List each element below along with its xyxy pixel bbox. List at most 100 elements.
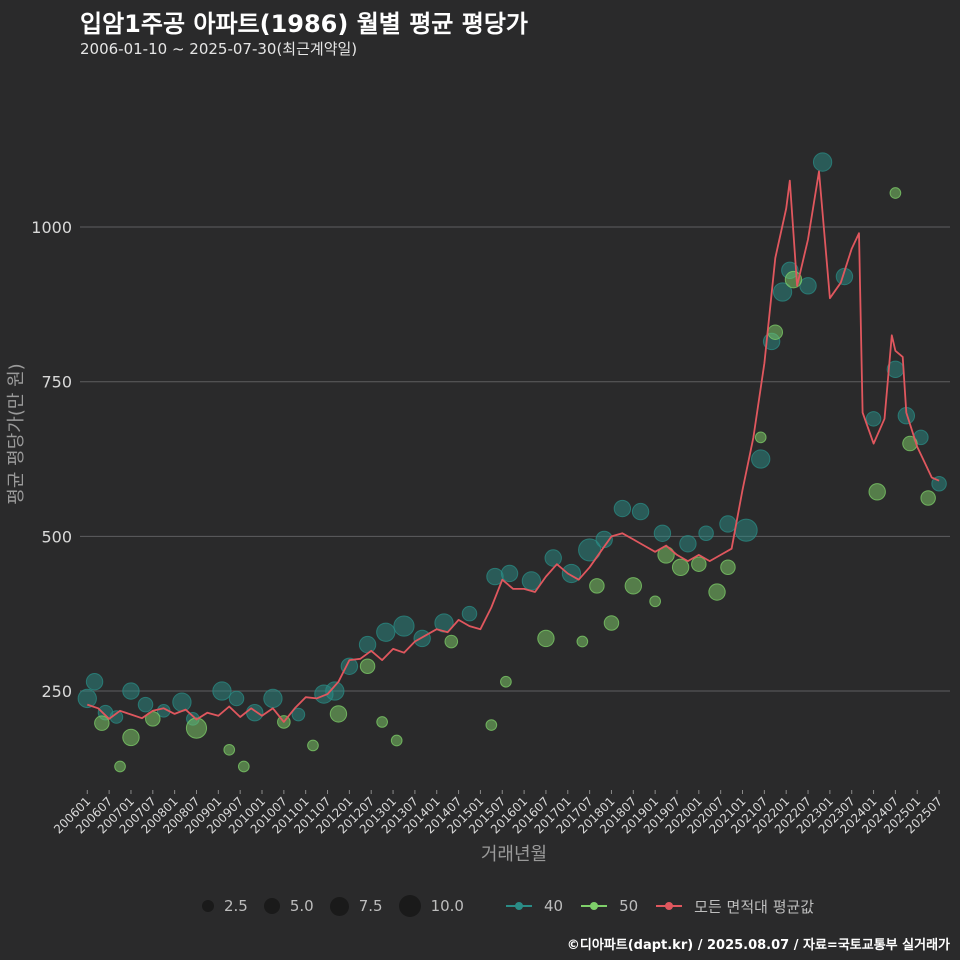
scatter-point-40 xyxy=(544,549,562,567)
legend-size-3: 7.5 xyxy=(329,896,383,916)
scatter-point-40 xyxy=(751,449,771,469)
scatter-point-40 xyxy=(122,682,140,700)
scatter-point-50 xyxy=(767,324,784,340)
scatter-point-50 xyxy=(359,658,376,675)
scatter-point-50 xyxy=(576,635,589,648)
y-tick-labels: 250 500 750 1000 xyxy=(31,218,72,701)
average-price-line xyxy=(87,170,940,723)
scatter-point-50 xyxy=(902,435,918,452)
scatter-point-40 xyxy=(865,411,882,427)
scatter-point-40 xyxy=(698,525,714,542)
size-dot-icon xyxy=(263,898,280,914)
legend-series-50: 50 xyxy=(579,897,638,915)
legend-size-2: 5.0 xyxy=(263,897,314,915)
scatter-point-40 xyxy=(413,629,431,648)
scatter-point-40 xyxy=(212,681,232,701)
scatter-point-50 xyxy=(114,760,126,773)
scatter-point-40 xyxy=(835,267,854,286)
scatter-point-50 xyxy=(185,717,208,739)
scatter-point-40 xyxy=(799,277,817,295)
scatter-point-50 xyxy=(94,715,110,731)
scatter-point-40 xyxy=(653,524,672,542)
scatter-point-40 xyxy=(325,681,345,701)
legend-size-4: 10.0 xyxy=(398,895,464,917)
scatter-point-40 xyxy=(719,515,737,533)
scatter-point-50 xyxy=(868,483,886,501)
scatter-point-40 xyxy=(228,690,245,707)
scatter-point-40 xyxy=(358,635,377,654)
scatter-point-40 xyxy=(631,502,650,521)
scatter-point-50 xyxy=(485,719,498,731)
scatter-point-40 xyxy=(376,622,396,642)
chart-title: 입암1주공 아파트(1986) 월별 평균 평당가 xyxy=(80,10,528,38)
line-40-icon xyxy=(504,898,534,914)
legend-size-label: 5.0 xyxy=(289,897,314,915)
y-axis-label: 평균 평당가(만 원) xyxy=(6,363,27,504)
legend-series-label: 40 xyxy=(543,897,564,915)
scatter-point-50 xyxy=(444,634,459,649)
x-tick-labels: 2006012006072007012007072008012008072009… xyxy=(51,794,945,836)
scatter-point-50 xyxy=(122,728,140,747)
scatter-point-50 xyxy=(754,431,767,444)
legend-series-label: 모든 면적대 평균값 xyxy=(694,897,815,916)
scatter-point-50 xyxy=(671,558,690,576)
scatter-point-50 xyxy=(329,705,348,723)
scatter-point-40 xyxy=(393,615,415,637)
scatter-point-40 xyxy=(812,152,833,172)
scatter-point-50 xyxy=(624,577,643,595)
scatter-point-50 xyxy=(223,743,236,756)
legend-size-label: 7.5 xyxy=(358,897,383,915)
scatter-point-50 xyxy=(889,187,902,199)
legend-series-avg: 모든 면적대 평균값 xyxy=(654,896,814,917)
legend-series-40: 40 xyxy=(504,897,563,915)
y-tick-label: 1000 xyxy=(31,218,72,237)
scatter-point-40 xyxy=(679,535,697,553)
scatter-point-40 xyxy=(172,692,192,712)
chart-subtitle: 2006-01-10 ~ 2025-07-30(최근계약일) xyxy=(80,40,358,58)
line-50-icon xyxy=(579,898,609,914)
scatter-point-50 xyxy=(537,629,555,648)
scatter-point-50 xyxy=(708,583,726,601)
scatter-point-40 xyxy=(263,688,283,709)
scatter-point-50 xyxy=(390,734,403,747)
legend-size-label: 2.5 xyxy=(224,897,248,915)
scatter-point-50 xyxy=(691,556,707,572)
scatter-point-50 xyxy=(720,559,736,576)
scatter-point-50 xyxy=(649,595,661,608)
size-dot-icon xyxy=(398,895,421,917)
legend-size-1: 2.5 xyxy=(202,897,248,915)
y-tick-label: 250 xyxy=(41,682,72,701)
scatter-point-50 xyxy=(589,578,605,594)
x-axis-label: 거래년월 xyxy=(481,844,547,865)
scatter-point-40 xyxy=(500,564,519,583)
scatter-point-40 xyxy=(77,688,97,709)
scatter-point-40 xyxy=(85,673,104,691)
scatter-point-50 xyxy=(237,760,250,773)
scatter-points xyxy=(77,152,947,773)
y-tick-label: 750 xyxy=(41,373,72,392)
scatter-point-40 xyxy=(246,703,264,722)
scatter-point-50 xyxy=(603,615,620,631)
scatter-point-50 xyxy=(376,716,388,728)
source-caption: ©디아파트(dapt.kr) / 2025.08.07 / 자료=국토교통부 실… xyxy=(566,938,950,953)
scatter-point-40 xyxy=(291,707,306,722)
scatter-point-40 xyxy=(109,710,124,724)
scatter-point-50 xyxy=(920,490,936,506)
scatter-point-40 xyxy=(137,696,154,713)
scatter-point-40 xyxy=(613,499,632,518)
scatter-point-40 xyxy=(578,538,602,562)
legend-series-label: 50 xyxy=(619,897,639,915)
scatter-point-40 xyxy=(461,605,478,622)
scatter-point-40 xyxy=(931,476,947,492)
gridlines xyxy=(80,226,950,794)
scatter-point-50 xyxy=(500,675,512,688)
size-dot-icon xyxy=(202,900,214,912)
legend: 2.5 5.0 7.5 10.0 40 50 모든 면적대 평균값 xyxy=(202,894,830,918)
scatter-point-40 xyxy=(772,282,793,302)
y-tick-label: 500 xyxy=(41,527,72,546)
average-line xyxy=(87,170,940,723)
scatter-point-50 xyxy=(307,739,319,752)
scatter-point-40 xyxy=(734,518,758,542)
scatter-point-40 xyxy=(340,657,359,675)
